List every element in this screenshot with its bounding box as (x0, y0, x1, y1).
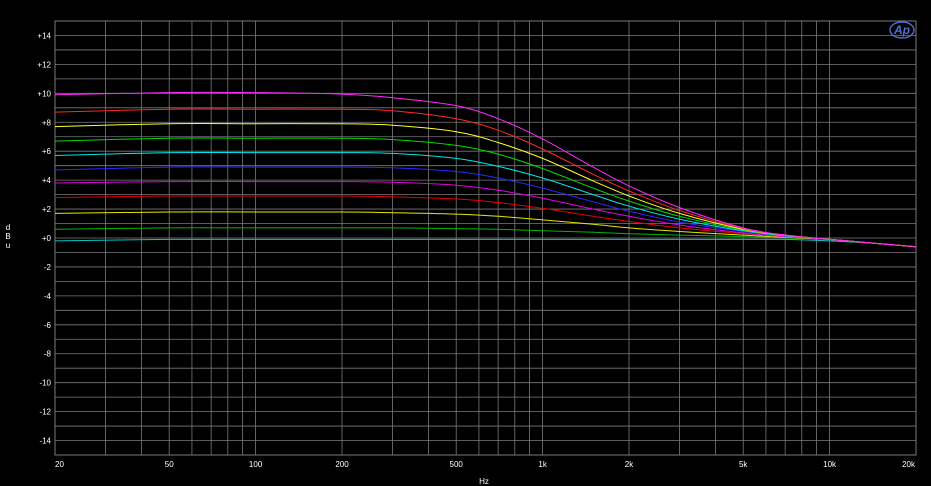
grid (54, 20, 917, 456)
y-axis-label: dBu (5, 223, 10, 250)
x-tick-label: 100 (249, 460, 263, 469)
x-tick-label: 50 (165, 460, 174, 469)
y-tick-label: -12 (39, 408, 51, 417)
y-tick-label: -2 (44, 263, 52, 272)
y-axis-label-letter: B (5, 232, 10, 241)
y-tick-label: -14 (39, 437, 51, 446)
x-tick-label: 5k (739, 460, 748, 469)
x-tick-label: 500 (450, 460, 464, 469)
x-tick-label: 20k (902, 460, 916, 469)
y-tick-label: +6 (42, 147, 52, 156)
series-group (54, 91, 917, 248)
x-tick-label: 10k (823, 460, 837, 469)
x-tick-label: 1k (538, 460, 547, 469)
ap-logo-text: Ap (893, 23, 910, 37)
x-tick-labels: 20 50 100 200 500 1k 2k 5k 10k 20k (55, 460, 916, 469)
y-tick-label: +10 (37, 89, 51, 98)
x-tick-label: 2k (625, 460, 634, 469)
x-tick-label: 20 (55, 460, 64, 469)
y-tick-label: -10 (39, 379, 51, 388)
y-tick-label: -6 (44, 321, 52, 330)
x-axis-label: Hz (479, 477, 489, 486)
y-tick-label: +4 (42, 176, 52, 185)
series-line-11 (54, 91, 917, 248)
y-tick-label: +14 (37, 31, 51, 40)
ap-logo: Ap (889, 21, 915, 39)
y-tick-label: -8 (44, 350, 52, 359)
y-tick-labels: +14 +12 +10 +8 +6 +4 +2 +0 -2 -4 -6 -8 -10 -12 -14 (37, 31, 51, 445)
y-tick-label: +12 (37, 60, 51, 69)
y-tick-label: +2 (42, 205, 52, 214)
y-axis-label-letter: u (6, 241, 10, 250)
plot-frame (54, 20, 917, 456)
y-tick-label: -4 (44, 292, 52, 301)
series-line-1 (54, 238, 917, 248)
ap-logo-ring (889, 21, 915, 39)
y-tick-label: +8 (42, 118, 52, 127)
y-tick-label: +0 (42, 234, 52, 243)
y-axis-label-letter: d (6, 223, 10, 232)
x-tick-label: 200 (335, 460, 349, 469)
